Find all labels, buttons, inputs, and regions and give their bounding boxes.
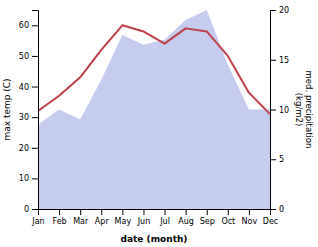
tick-label: Sep: [200, 217, 215, 226]
tick: Jan: [31, 209, 44, 226]
y2-axis-title-line: (kg/m2): [294, 93, 304, 127]
tick-mark: [59, 209, 60, 215]
tick: 0: [24, 205, 38, 214]
tick-label: 10: [19, 174, 29, 183]
tick: May: [115, 209, 132, 226]
axis-line: [39, 210, 271, 216]
tick-label: Oct: [221, 217, 235, 226]
tick-label: 15: [279, 56, 289, 65]
tick: 10: [19, 174, 38, 183]
tick-label: Nov: [242, 217, 258, 226]
tick-mark: [143, 209, 144, 215]
tick-mark: [270, 10, 276, 11]
tick-mark: [32, 87, 38, 88]
y-axis-title: max temp (C): [2, 78, 12, 140]
tick: Apr: [95, 209, 110, 226]
tick-mark: [122, 209, 123, 215]
tick: Dec: [263, 209, 278, 226]
temp-line: [38, 25, 270, 114]
tick-label: Mar: [73, 217, 89, 226]
tick-label: Jul: [159, 217, 170, 226]
tick-mark: [249, 209, 250, 215]
tick-label: 20: [279, 6, 289, 15]
tick-mark: [165, 209, 166, 215]
tick-mark: [228, 209, 229, 215]
tick-label: Aug: [178, 217, 194, 226]
tick-mark: [80, 209, 81, 215]
tick-mark: [32, 25, 38, 26]
tick-mark: [32, 148, 38, 149]
tick-mark: [270, 159, 276, 160]
tick: Feb: [53, 209, 67, 226]
tick-label: Apr: [95, 217, 110, 226]
tick: 50: [19, 52, 38, 61]
tick: Oct: [221, 209, 235, 226]
tick-label: Dec: [263, 217, 278, 226]
precip-area: [38, 10, 270, 209]
tick: 30: [19, 113, 38, 122]
tick-label: May: [115, 217, 132, 226]
plot-area: JanFebMarAprMayJunJulAugSepOctNovDec0102…: [19, 6, 289, 226]
tick-label: Feb: [53, 217, 67, 226]
axis-line: [271, 11, 277, 210]
x-axis-title: date (month): [121, 234, 188, 244]
tick: 0: [270, 205, 284, 214]
tick: Jun: [137, 209, 151, 226]
x-axis: Jan Feb Mar Apr May Jun Jul Aug Sep Oct Nov Dec: [31, 209, 278, 226]
y-axis: 0 10 20 30 40 50 60: [19, 11, 39, 215]
tick: 10: [270, 106, 289, 115]
tick-label: Jun: [137, 217, 151, 226]
tick-label: Jan: [31, 217, 44, 226]
tick: Mar: [73, 209, 89, 226]
tick-mark: [32, 56, 38, 57]
tick-mark: [270, 110, 276, 111]
axis-line: [32, 11, 39, 210]
tick: 20: [270, 6, 289, 15]
tick: Nov: [242, 209, 258, 226]
tick: 20: [19, 144, 38, 153]
tick: Aug: [178, 209, 194, 226]
tick-label: 0: [279, 205, 284, 214]
tick: 15: [270, 56, 289, 65]
tick: 5: [270, 155, 284, 164]
y2-axis: 0 5 10 15 20: [270, 6, 289, 214]
y2-axis-title-line: med. precipitation: [304, 71, 314, 149]
chart: JanFebMarAprMayJunJulAugSepOctNovDec0102…: [0, 0, 318, 247]
tick: 40: [19, 83, 38, 92]
tick-mark: [101, 209, 102, 215]
tick-mark: [270, 209, 276, 210]
tick-mark: [207, 209, 208, 215]
marks: [38, 10, 270, 209]
tick-label: 20: [19, 144, 29, 153]
tick-mark: [270, 60, 276, 61]
tick-mark: [32, 178, 38, 179]
tick-label: 30: [19, 113, 29, 122]
tick-mark: [32, 117, 38, 118]
tick-label: 60: [19, 21, 29, 30]
tick-label: 40: [19, 83, 29, 92]
tick: 60: [19, 21, 38, 30]
tick: Jul: [159, 209, 170, 226]
tick-mark: [32, 209, 38, 210]
tick-label: 0: [24, 205, 29, 214]
tick-label: 10: [279, 106, 289, 115]
tick: Sep: [200, 209, 215, 226]
y2-axis-title: med. precipitation(kg/m2): [294, 71, 314, 149]
tick-label: 50: [19, 52, 29, 61]
tick-mark: [186, 209, 187, 215]
tick-label: 5: [279, 155, 284, 164]
